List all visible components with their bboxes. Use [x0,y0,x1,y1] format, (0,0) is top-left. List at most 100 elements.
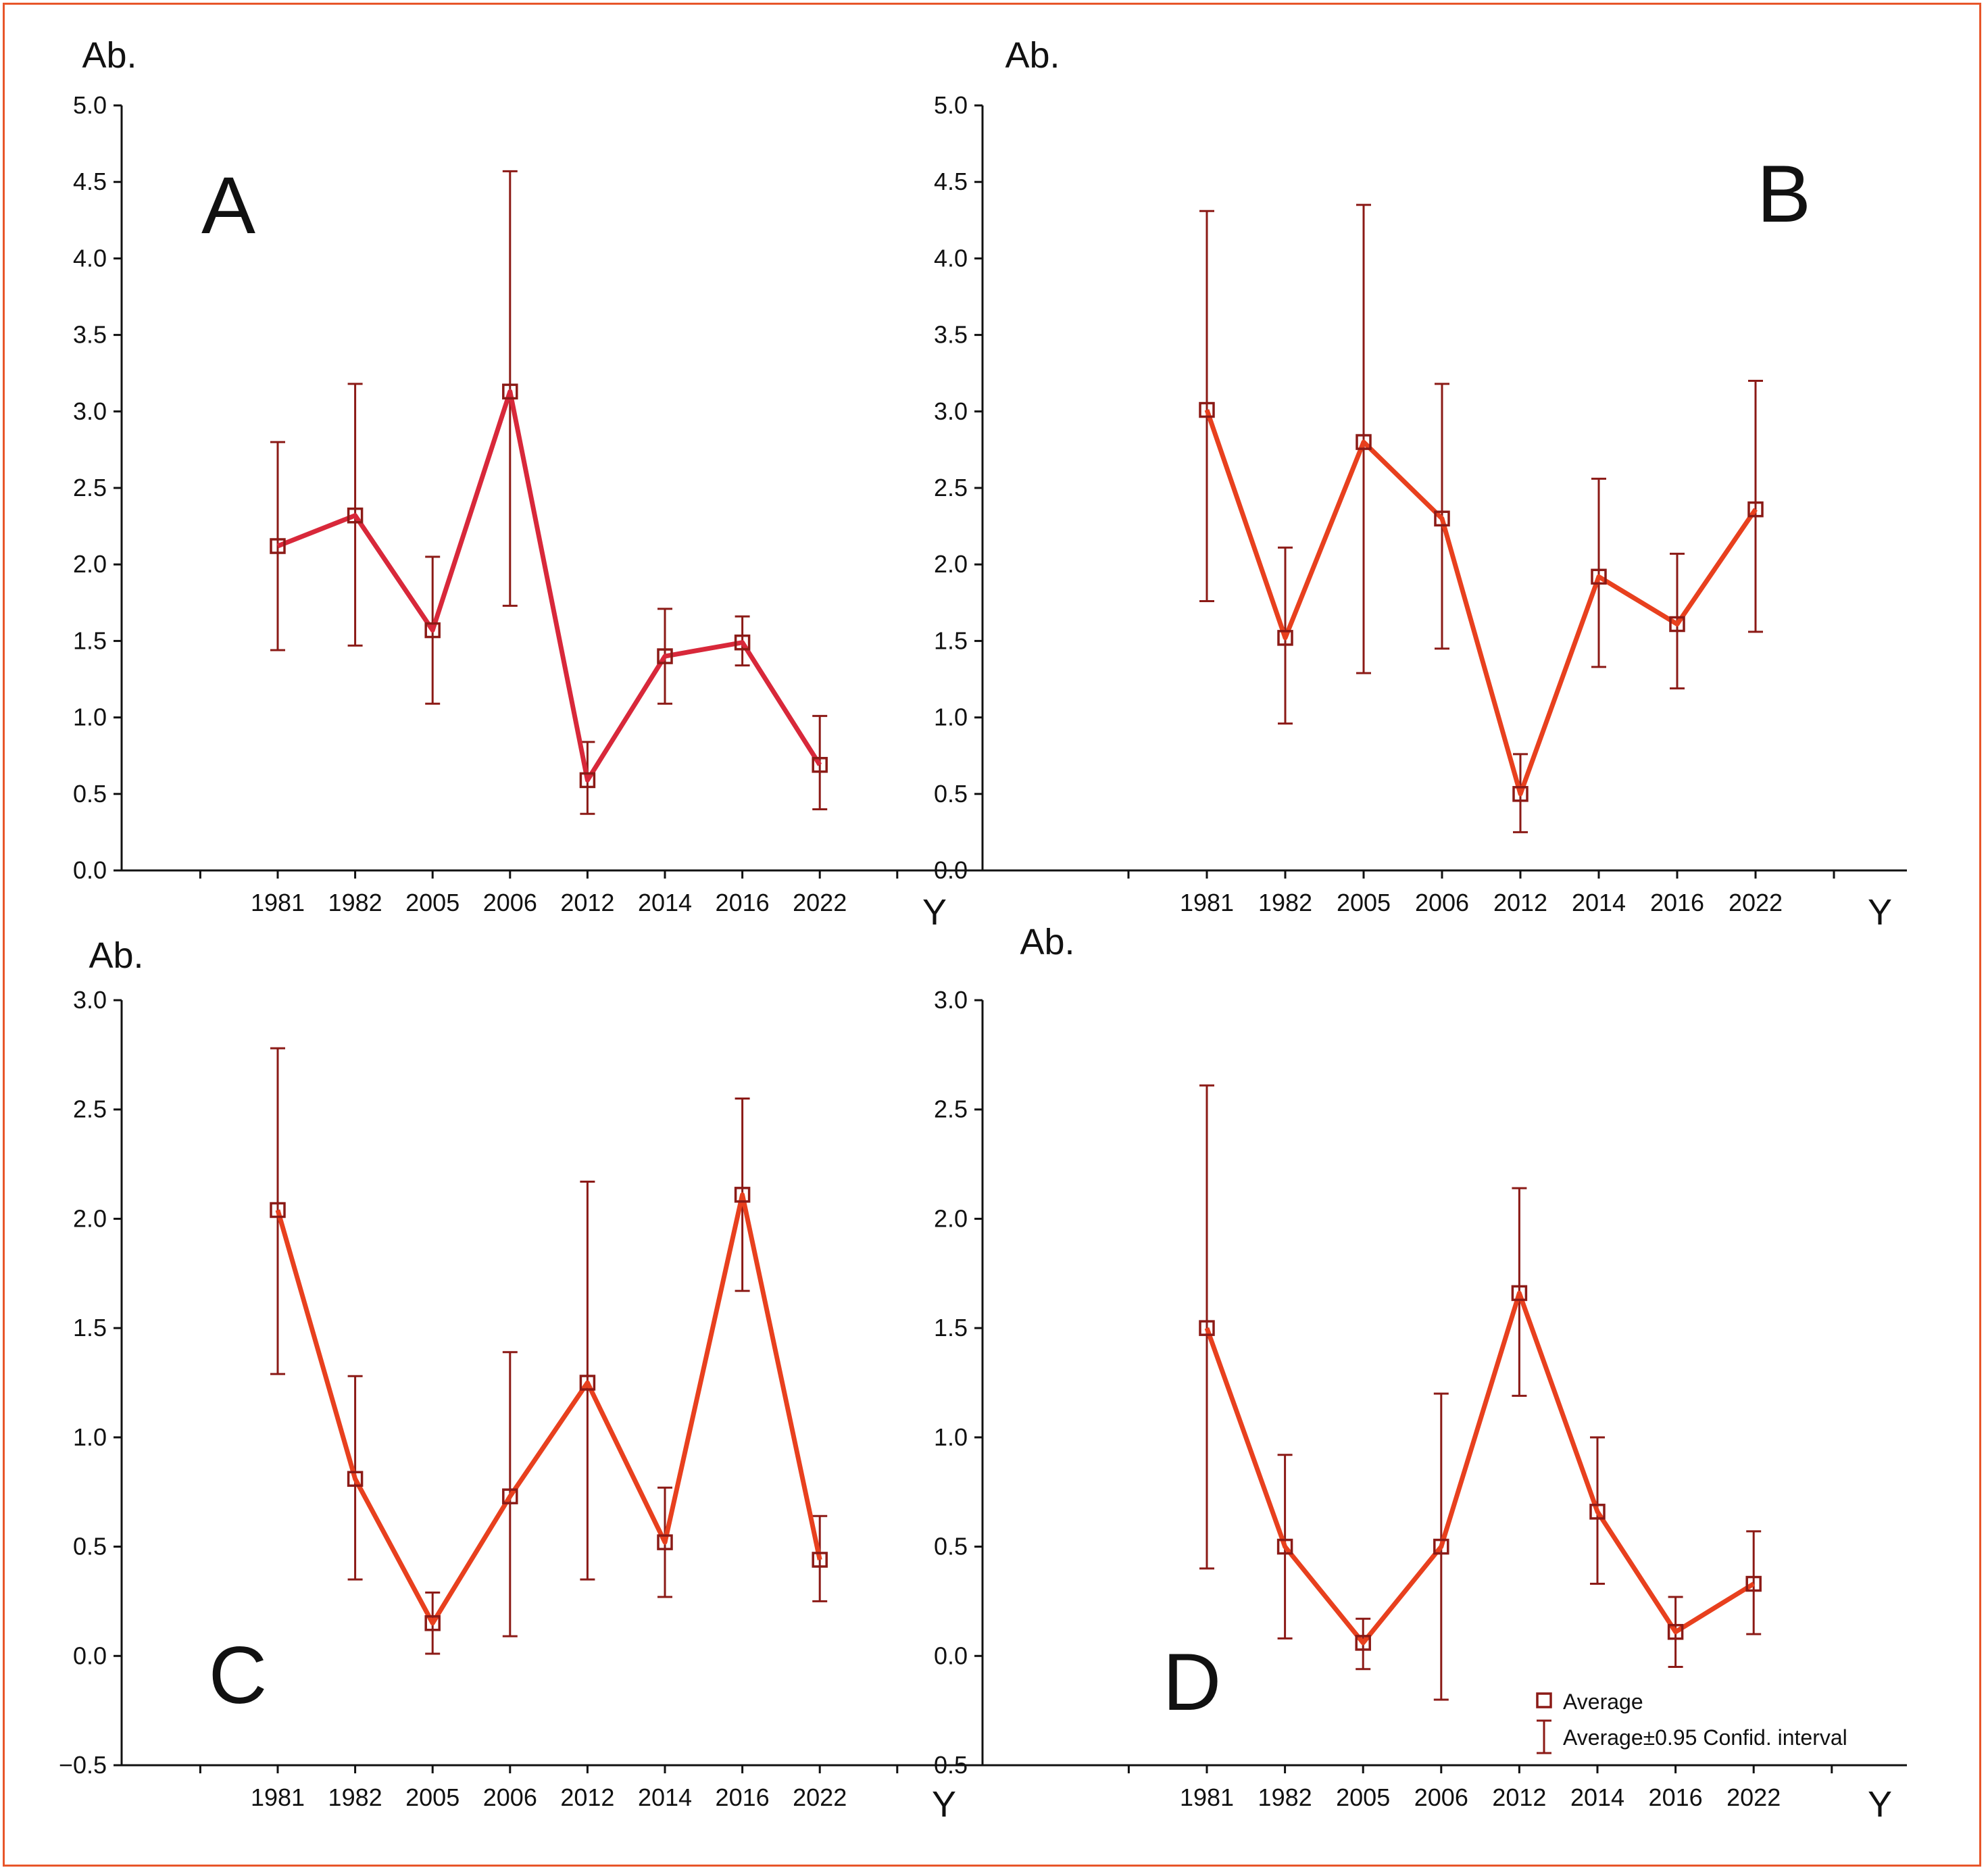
data-point [424,622,441,639]
data-point [1277,630,1293,646]
y-tick-label: 3.0 [73,986,107,1014]
y-tick-label: 4.5 [73,168,107,195]
y-tick-label: 0.0 [73,856,107,884]
x-tick-label: 2005 [405,889,459,916]
y-tick-label: 1.0 [73,704,107,731]
y-tick-label: 1.5 [934,1314,968,1341]
y-axis-title: Ab. [82,35,136,76]
data-point [1199,1320,1215,1336]
y-tick-label: 3.0 [934,986,968,1014]
y-tick-label: 0.0 [73,1642,107,1669]
data-point [1512,786,1529,802]
x-axis-title: Y [1868,1784,1892,1825]
y-tick-label: 4.0 [73,244,107,272]
x-tick-label: 1982 [328,1783,382,1811]
x-tick-label: 2016 [716,889,770,916]
y-tick-label: 3.5 [73,321,107,349]
panel-letter: A [201,160,255,251]
x-tick-label: 2006 [483,1783,537,1811]
y-tick-label: 1.5 [934,626,968,654]
data-point [424,1615,441,1631]
data-point [1745,1575,1762,1592]
data-point [1591,568,1607,585]
data-point [657,648,673,664]
chart-panel-d: −0.5 0.0 0.5 1.0 1.5 2.0 2.5 3.0 1981 1982 2005 200… [920,922,1907,1825]
figure-frame [3,3,1981,1867]
chart-panel-a: 0.0 0.5 1.0 1.5 2.0 2.5 3.0 3.5 4.0 4.5 5.0 1981 198… [73,35,999,933]
x-tick-label: 1981 [1180,889,1234,916]
legend-average-label: Average [1563,1690,1643,1714]
x-tick-label: 2012 [1493,889,1547,916]
x-tick-label: 2014 [1572,889,1626,916]
y-tick-label: 5.0 [73,91,107,119]
x-tick-label: 1981 [251,1783,305,1811]
x-tick-label: 2022 [793,889,847,916]
y-tick-label: 0.0 [934,856,968,884]
x-tick-label: 1982 [1258,889,1312,916]
y-tick-label: 3.0 [73,397,107,425]
y-tick-label: 2.5 [934,474,968,501]
data-point [502,383,518,400]
data-point [502,1488,518,1504]
x-tick-label: 2022 [793,1783,847,1811]
y-axis-title: Ab. [1020,922,1074,962]
y-axis-title: Ab. [1005,35,1060,76]
y-tick-label: 2.0 [934,1204,968,1232]
x-tick-label: 1982 [328,889,382,916]
x-tick-label: 2022 [1726,1783,1781,1811]
data-point [1276,1538,1293,1555]
x-tick-label: 2014 [638,889,692,916]
x-tick-label: 2016 [1650,889,1704,916]
legend: Average Average±0.95 Confid. interval [1536,1690,1847,1754]
data-point [1667,1623,1684,1640]
x-tick-label: 2006 [483,889,537,916]
panel-letter: B [1757,149,1811,239]
y-tick-label: 0.5 [934,1533,968,1560]
x-tick-label: 1982 [1258,1783,1312,1811]
series-line [1204,409,1758,797]
data-point [270,538,286,554]
y-tick-label: 2.0 [73,550,107,578]
x-tick-label: 2016 [716,1783,770,1811]
data-point [1355,1635,1371,1651]
y-tick-label: 0.5 [73,780,107,808]
x-tick-label: 2012 [560,889,614,916]
data-point [1434,510,1450,527]
data-point [734,634,751,651]
y-tick-label: −0.5 [920,1751,968,1779]
y-tick-label: 0.5 [73,1533,107,1560]
data-point [1511,1285,1528,1302]
y-tick-label: 5.0 [934,91,968,119]
panel-letter: D [1163,1637,1222,1727]
data-point [347,1471,364,1487]
series-line [1204,1290,1756,1646]
y-tick-label: 2.5 [73,1095,107,1123]
data-point [1747,501,1764,518]
x-tick-label: 2012 [1492,1783,1546,1811]
data-point [812,1552,828,1568]
y-tick-label: 3.5 [934,321,968,349]
y-tick-label: 1.5 [73,626,107,654]
data-point [812,757,828,773]
y-tick-label: 1.0 [934,704,968,731]
x-axis-title: Y [1868,892,1892,933]
y-tick-label: 4.0 [934,244,968,272]
x-tick-label: 2005 [1336,1783,1390,1811]
x-tick-label: 2006 [1415,889,1469,916]
y-tick-label: 2.5 [934,1095,968,1123]
data-point [1433,1538,1449,1555]
x-tick-label: 1981 [1180,1783,1234,1811]
y-tick-label: 2.0 [934,550,968,578]
series-line [276,389,822,783]
x-axis-title: Y [922,892,947,933]
chart-panel-c: −0.5 0.0 0.5 1.0 1.5 2.0 2.5 3.0 1981 1982 2005 200… [59,935,999,1825]
x-tick-label: 2014 [638,1783,692,1811]
y-tick-label: −0.5 [59,1751,107,1779]
y-tick-label: 3.0 [934,397,968,425]
y-axis-title: Ab. [89,935,143,976]
y-tick-label: 1.0 [934,1423,968,1451]
x-tick-label: 2005 [1337,889,1391,916]
data-point [1669,616,1685,633]
data-point [734,1187,751,1203]
x-tick-label: 1981 [251,889,305,916]
